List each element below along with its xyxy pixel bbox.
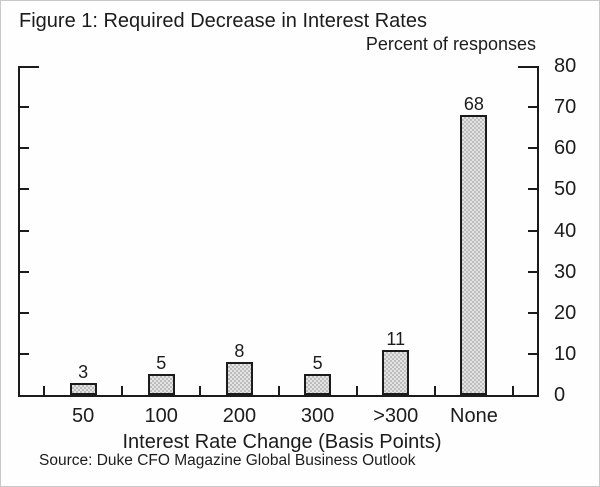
y-axis-tick [20, 66, 39, 68]
y-axis-tick [528, 147, 537, 150]
y-tick-label: 70 [554, 96, 577, 119]
x-tick-label: 100 [144, 405, 178, 427]
y-axis-tick [528, 270, 537, 273]
y-tick-label: 40 [554, 219, 577, 242]
x-axis-tick [355, 386, 358, 395]
bar-value-label: 11 [386, 329, 406, 349]
y-axis-tick [528, 106, 537, 109]
x-tick-label: >300 [373, 405, 419, 427]
x-axis-tick [433, 386, 436, 395]
y-axis-tick [20, 352, 29, 355]
figure-title: Figure 1: Required Decrease in Interest … [19, 10, 427, 32]
bar-value-label: 5 [156, 353, 167, 373]
y-axis-tick [20, 147, 29, 150]
x-tick-label: 200 [222, 405, 257, 427]
source-note: Source: Duke CFO Magazine Global Busines… [39, 452, 416, 469]
y-axis-unit-label: Percent of responses [365, 34, 536, 54]
y-axis-tick [20, 311, 29, 314]
y-tick-label: 0 [554, 384, 566, 406]
y-tick-label: 10 [554, 342, 577, 365]
x-axis-tick [277, 386, 280, 395]
bar-200 [225, 362, 253, 395]
bar-None [460, 115, 488, 395]
y-axis-tick [528, 352, 537, 355]
x-axis-tick [512, 386, 514, 395]
y-tick-label: 60 [554, 137, 577, 160]
bar-value-label: 5 [312, 353, 323, 373]
y-tick-label: 20 [554, 301, 577, 324]
y-tick-label: 50 [554, 178, 577, 201]
x-axis-tick [43, 386, 45, 395]
y-axis-tick [20, 270, 29, 273]
y-axis-tick [20, 188, 29, 191]
bar-300 [304, 374, 332, 395]
x-axis-tick [121, 386, 124, 395]
bar-value-label: 8 [234, 341, 245, 361]
plot-area: 3 50 5 100 8 200 5 300 11 >300 68 None 0 10 20 30 40 50 60… [18, 56, 576, 427]
y-axis-tick [20, 106, 29, 109]
bar->300 [382, 350, 410, 395]
x-axis-tick [199, 386, 202, 395]
y-axis-tick [518, 66, 537, 68]
x-tick-label: None [450, 405, 498, 427]
bar-50 [69, 383, 97, 395]
y-axis-tick [528, 188, 537, 191]
x-axis-label: Interest Rate Change (Basis Points) [122, 431, 442, 453]
x-tick-label: 50 [71, 405, 95, 427]
y-axis-tick [528, 229, 537, 232]
y-tick-label: 30 [554, 260, 577, 283]
x-tick-label: 300 [300, 405, 335, 427]
bar-value-label: 68 [463, 94, 484, 114]
bar-100 [147, 374, 175, 395]
bar-value-label: 3 [78, 362, 89, 382]
y-axis-tick [528, 311, 537, 314]
y-axis-tick [20, 229, 29, 232]
y-tick-label: 80 [554, 55, 577, 77]
